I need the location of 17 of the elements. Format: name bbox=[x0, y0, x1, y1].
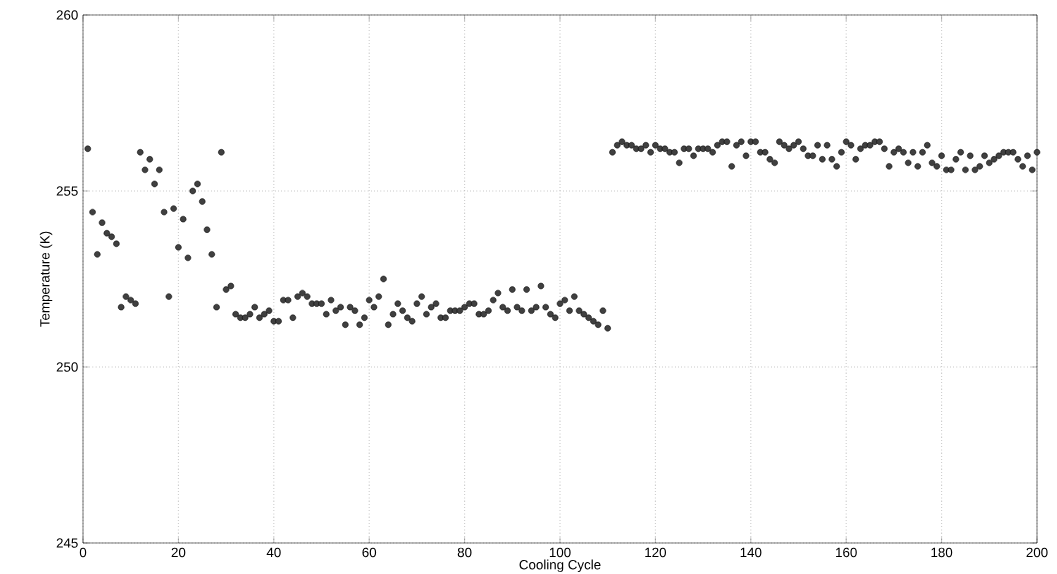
y-tick-label: 250 bbox=[56, 362, 78, 372]
x-tick-label: 200 bbox=[1026, 547, 1048, 558]
y-tick-label: 260 bbox=[56, 10, 78, 20]
x-tick-label: 80 bbox=[457, 547, 472, 558]
x-axis-title: Cooling Cycle bbox=[519, 559, 601, 573]
y-tick-label: 245 bbox=[56, 538, 78, 548]
y-axis-title: Temperature (K) bbox=[39, 231, 53, 327]
x-tick-label: 20 bbox=[171, 547, 186, 558]
x-tick-label: 40 bbox=[266, 547, 281, 558]
y-tick-label: 255 bbox=[56, 186, 78, 196]
x-tick-label: 100 bbox=[549, 547, 571, 558]
x-tick-label: 140 bbox=[740, 547, 762, 558]
x-tick-label: 0 bbox=[79, 547, 87, 558]
x-tick-label: 160 bbox=[836, 547, 857, 558]
x-tick-label: 180 bbox=[931, 547, 953, 558]
x-tick-label: 120 bbox=[645, 547, 667, 558]
x-tick-label: 60 bbox=[362, 547, 377, 558]
